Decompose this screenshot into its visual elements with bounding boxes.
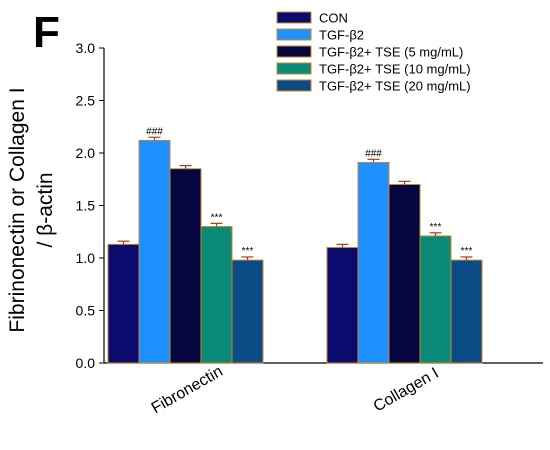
- y-tick-label-5: 2.5: [76, 93, 96, 109]
- x-category-label-1: Collagen I: [371, 365, 442, 416]
- y-axis-title: Fibrinonectin or Collagen I / β-actin: [6, 87, 57, 332]
- legend-label-4: TGF-β2+ TSE (20 mg/mL): [319, 79, 471, 94]
- x-category-label-0: Fibronectin: [149, 363, 226, 417]
- bar-0-2: [169, 168, 202, 364]
- annotation-0-1: ###: [146, 126, 163, 137]
- legend-swatch-1: [276, 28, 312, 41]
- bar-0-1: [138, 139, 171, 364]
- legend: CON TGF-β2 TGF-β2+ TSE (5 mg/mL) TGF-β2+ TS…: [276, 11, 471, 94]
- y-tick-label-4: 2.0: [76, 145, 96, 161]
- annotation-0-4: ***: [242, 246, 254, 257]
- annotation-1-3: ***: [430, 222, 442, 233]
- legend-label-2: TGF-β2+ TSE (5 mg/mL): [319, 45, 463, 60]
- bar-1-2: [388, 184, 421, 364]
- bar-0-0: [107, 243, 140, 364]
- bar-1-4: [450, 259, 483, 364]
- legend-swatch-3: [276, 62, 312, 75]
- legend-swatch-2: [276, 45, 312, 58]
- legend-label-0: CON: [319, 11, 348, 26]
- plot-area: 0.0 0.5 1.0 1.5 2.0 2.5 3.0 ### *** *** Fibronecti…: [76, 40, 543, 417]
- bar-1-0: [326, 247, 359, 364]
- y-axis-title-line-2: / β-actin: [34, 172, 57, 247]
- y-tick-label-1: 0.5: [76, 303, 96, 319]
- bar-1-3: [419, 235, 452, 364]
- legend-swatch-0: [276, 11, 312, 24]
- legend-swatch-4: [276, 79, 312, 92]
- y-tick-label-2: 1.0: [76, 250, 96, 266]
- annotation-1-1: ###: [365, 148, 382, 159]
- y-axis-title-line-1: Fibrinonectin or Collagen I: [6, 87, 29, 332]
- y-tick-label-6: 3.0: [76, 40, 96, 56]
- bar-0-3: [200, 226, 233, 364]
- panel-label: F: [33, 8, 60, 57]
- bar-0-4: [231, 259, 264, 364]
- legend-label-3: TGF-β2+ TSE (10 mg/mL): [319, 62, 471, 77]
- y-tick-label-0: 0.0: [76, 355, 96, 371]
- annotation-0-3: ***: [211, 212, 223, 223]
- legend-label-1: TGF-β2: [319, 28, 364, 43]
- y-tick-label-3: 1.5: [76, 198, 96, 214]
- bar-1-1: [357, 161, 390, 364]
- annotation-1-4: ***: [461, 246, 473, 257]
